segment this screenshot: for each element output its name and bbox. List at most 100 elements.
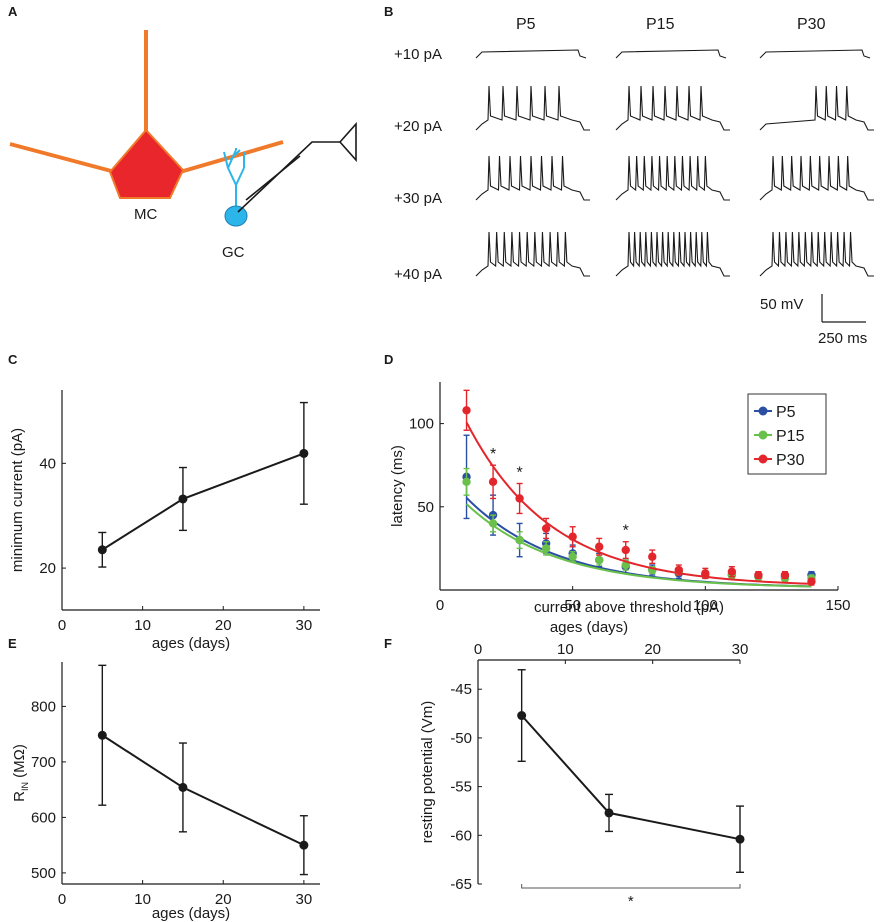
d-y-tick-label: 50 [417,499,434,516]
gc-soma [224,205,248,227]
d-legend-label-p30: P30 [776,452,805,469]
row-label-30pa: +30 pA [394,190,442,207]
c-y-label: minimum current (pA) [9,428,26,572]
d-point-p30 [727,567,737,576]
d-legend-label-p15: P15 [776,428,805,445]
trace-p30-1 [759,49,871,59]
d-x-tick-label: 100 [693,597,718,614]
d-point-p15 [515,535,524,545]
trace-p30-4 [759,231,874,277]
d-point-p15 [595,555,604,565]
d-point-p15 [541,544,551,553]
f-x-tick-label: 30 [732,641,749,658]
panel-letter-d: D [384,352,394,367]
granule-cell-diagram [223,148,248,227]
d-legend-label-p5: P5 [776,404,796,421]
d-point-p30 [488,477,498,487]
e-x-tick-label: 20 [215,891,232,908]
d-x-tick-label: 150 [825,597,850,614]
d-point-p30 [515,494,524,503]
trace-p5-2 [475,85,590,131]
recording-electrode [237,121,357,213]
c-data-point [299,448,309,458]
e-data-point [97,730,107,740]
mitral-cell-diagram [9,30,284,199]
d-point-p30 [754,570,763,580]
d-point-p30 [595,542,604,551]
f-y-tick-label: -50 [450,730,472,747]
e-y-label-sub: IN [20,782,30,791]
d-point-p15 [488,519,498,528]
f-y-tick-label: -45 [450,681,472,698]
d-point-p30 [621,545,630,555]
col-label-p15: P15 [646,16,675,33]
d-point-p30 [701,569,710,578]
panel-letter-c: C [8,352,18,367]
d-y-tick-label: 100 [409,416,434,433]
f-significance-bracket [521,884,741,889]
d-point-p30 [648,552,657,561]
d-point-p30 [674,565,683,575]
c-x-label: ages (days) [152,635,230,652]
e-y-tick-label: 600 [31,809,56,826]
trace-p30-2 [759,85,874,131]
trace-p15-4 [615,231,730,277]
c-data-point [97,545,107,555]
trace-p30-3 [759,155,874,201]
f-data-point [735,834,745,844]
mc-lateral-dendrite-right [179,140,284,174]
e-data-point [299,840,309,850]
panel-letter-e: E [8,636,17,651]
d-x-tick-label: 50 [564,597,581,614]
c-x-tick-label: 30 [296,617,313,634]
row-label-40pa: +40 pA [394,266,442,283]
gc-label: GC [222,244,245,261]
e-y-tick-label: 700 [31,754,56,771]
d-point-p30 [780,570,790,580]
col-label-p5: P5 [516,16,536,33]
e-x-tick-label: 10 [134,891,151,908]
row-label-10pa: +10 pA [394,46,442,63]
electrode-shaft [245,155,301,201]
f-y-tick-label: -55 [450,779,472,796]
trace-p5-4 [475,231,590,277]
d-x-label: current above threshold (pA) [534,599,724,616]
c-x-tick-label: 10 [134,617,151,634]
d-point-p15 [568,552,577,561]
mc-lateral-dendrite-left [9,142,116,174]
f-x-tick-label: 0 [474,641,482,658]
gc-dendrites [223,148,245,208]
row-label-20pa: +20 pA [394,118,442,135]
mc-soma [108,128,185,199]
electrode-wire [237,141,340,213]
d-x-tick-label: 0 [436,597,444,614]
c-y-tick-label: 40 [39,455,56,472]
trace-p5-1 [475,49,587,59]
f-data-point [604,808,614,818]
d-point-p15 [462,477,471,487]
panel-letter-b: B [384,4,394,19]
d-point-p30 [807,577,816,586]
e-y-label: RIN (MΩ) [11,744,30,802]
d-fit-p15 [465,503,812,588]
d-point-p30 [541,524,551,533]
d-legend-swatch-marker [758,406,768,416]
col-label-p30: P30 [797,16,826,33]
d-significance-star: * [623,523,629,540]
f-y-tick-label: -60 [450,827,472,844]
c-x-tick-label: 20 [215,617,232,634]
scale-label-voltage: 50 mV [760,296,804,313]
trace-p15-2 [615,85,730,131]
f-series-line [520,714,741,841]
e-y-label-unit: (MΩ) [11,744,28,782]
trace-p15-3 [615,155,730,201]
f-x-tick-label: 10 [557,641,574,658]
f-significance-star: * [628,893,634,910]
trace-p15-1 [615,49,727,59]
